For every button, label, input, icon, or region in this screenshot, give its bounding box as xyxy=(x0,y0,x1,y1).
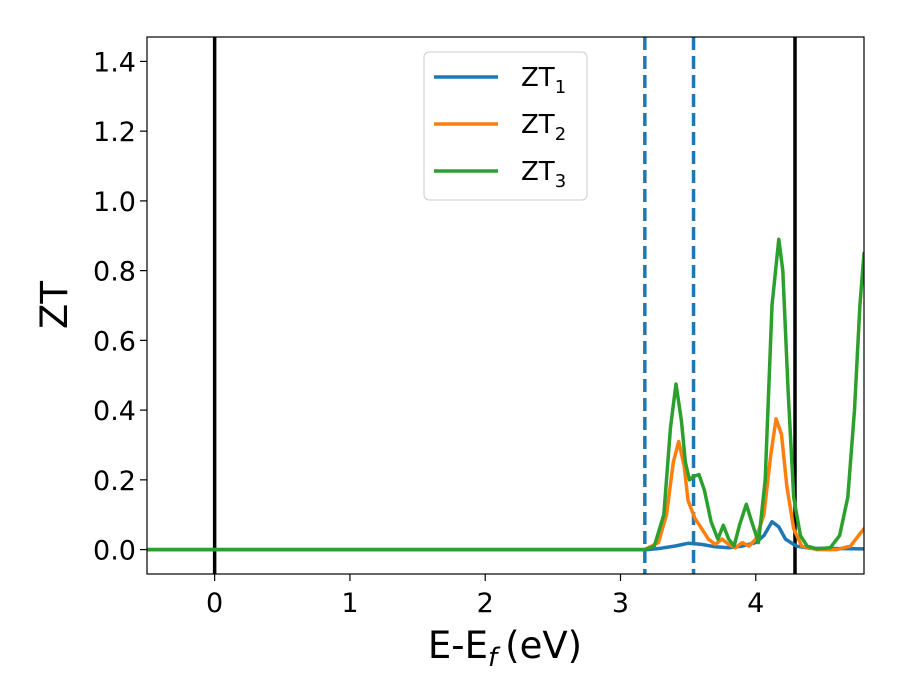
x-tick-label: 2 xyxy=(477,588,494,619)
y-tick-label: 0.6 xyxy=(93,326,136,357)
series-lines xyxy=(147,237,864,552)
y-tick-label: 0.4 xyxy=(93,396,136,427)
x-axis-title-subscript: f xyxy=(488,643,501,673)
series-line-zt2 xyxy=(147,417,864,552)
series-line-zt3 xyxy=(147,237,864,552)
y-tick-label: 0.8 xyxy=(93,257,136,288)
x-axis-title: E-Ef (eV) xyxy=(428,624,582,673)
legend: ZT1 ZT2 ZT3 xyxy=(423,51,588,201)
x-axis-title-main: E-E xyxy=(428,624,488,667)
legend-label-zt1: ZT1 xyxy=(521,63,566,98)
x-tick-label: 3 xyxy=(612,588,629,619)
x-tick-label: 0 xyxy=(206,588,223,619)
y-tick-label: 1.0 xyxy=(93,187,136,218)
x-tick-label: 4 xyxy=(747,588,764,619)
x-axis-ticks: 0 1 2 3 4 xyxy=(206,574,764,619)
y-tick-label: 0.2 xyxy=(93,466,136,497)
series-line-zt1 xyxy=(147,519,864,552)
y-tick-label: 0.0 xyxy=(93,536,136,567)
x-tick-label: 1 xyxy=(341,588,358,619)
y-axis-title: ZT xyxy=(33,281,76,329)
plot-frame xyxy=(146,36,865,575)
y-tick-label: 1.4 xyxy=(93,47,136,78)
legend-box xyxy=(423,51,588,201)
reference-lines xyxy=(212,37,797,574)
legend-label-zt2: ZT2 xyxy=(521,110,566,145)
legend-label-zt3: ZT3 xyxy=(521,157,566,192)
y-axis-ticks: 0.0 0.2 0.4 0.6 0.8 1.0 1.2 1.4 xyxy=(93,47,147,567)
y-tick-label: 1.2 xyxy=(93,117,136,148)
x-axis-title-unit: (eV) xyxy=(505,624,582,667)
